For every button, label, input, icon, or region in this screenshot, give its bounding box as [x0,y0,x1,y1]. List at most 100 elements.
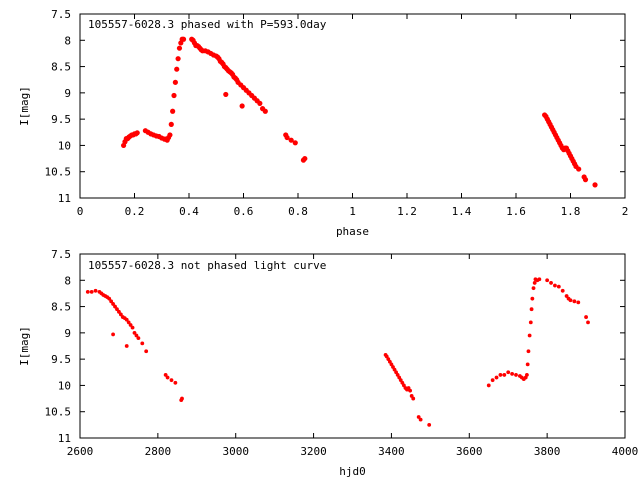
x-tick-label: 0.6 [234,205,254,218]
data-point [163,373,168,377]
x-axis-label: hjd0 [339,465,366,478]
data-point [89,289,94,294]
data-series [85,277,590,427]
x-tick-label: 3800 [534,445,561,458]
data-point [144,349,149,354]
data-point [107,296,112,301]
y-tick-label: 9.5 [51,353,71,366]
data-point [549,281,553,285]
data-point [527,333,532,338]
data-point [582,177,589,183]
data-point [111,302,115,306]
data-point [115,307,119,312]
data-point [117,309,121,314]
data-point [140,341,145,346]
data-point [560,288,565,293]
plot-frame [79,13,626,199]
x-tick-label: 1.4 [452,205,472,218]
y-tick-label: 7.5 [51,8,71,21]
data-point [257,100,263,106]
y-tick-label: 7.5 [51,248,71,261]
data-point [529,307,534,312]
data-series [121,36,598,188]
data-point [490,378,495,383]
x-tick-label: 1.6 [506,205,526,218]
x-tick-label: 0.8 [288,205,308,218]
plot-title: 105557-6028.3 not phased light curve [88,259,326,272]
data-point [175,56,181,62]
data-point [284,134,290,141]
data-point [167,132,173,138]
x-axis-label: phase [336,225,369,238]
data-point [530,296,535,301]
y-tick-label: 11 [58,432,71,445]
phased-light-curve-panel: 0 0.2 0.4 0.6 0.8 1 1.2 1.4 1.6 1.8 2 7.5 8 8.5 9 9.5 10… [18,8,628,238]
data-point [545,278,550,283]
data-point [165,375,170,380]
data-point [514,373,518,377]
y-tick-label: 9 [64,87,71,100]
data-point [124,344,129,348]
data-point [171,92,177,99]
x-tick-label: 3600 [456,445,483,458]
data-point [130,325,135,330]
data-point [169,378,174,383]
data-point [132,330,137,335]
data-point [568,298,573,303]
data-point [174,66,180,72]
y-axis-label: I[mag] [18,86,31,126]
plot-title: 105557-6028.3 phased with P=593.0day [88,18,327,31]
data-point [126,320,131,325]
x-tick-label: 0 [77,205,84,218]
data-point [576,300,581,305]
data-point [510,371,515,376]
unphased-light-curve-panel: 2600 2800 3000 3200 3400 3600 3800 4000 7.5 8 8.5 9… [18,248,638,478]
y-tick-label: 11 [58,192,71,205]
data-point [532,281,537,285]
data-point [85,289,90,294]
data-point [113,304,117,309]
data-point [168,121,174,127]
data-point [288,137,294,143]
data-point [498,373,503,377]
data-point [592,182,598,188]
x-tick-label: 0.4 [179,205,199,218]
data-point [180,396,184,401]
data-point [134,130,140,136]
data-point [526,349,531,354]
data-point [93,288,98,293]
data-point [136,336,141,341]
data-point [556,284,561,289]
data-point [486,383,491,388]
data-point [223,91,229,98]
data-point [408,388,413,393]
x-tick-label: 2 [622,205,629,218]
data-point [525,362,530,367]
data-point [172,79,178,85]
y-tick-label: 10.5 [45,166,72,179]
data-point [502,373,507,377]
x-tick-label: 1.8 [561,205,581,218]
data-point [427,422,432,427]
data-point [111,332,115,337]
x-tick-label: 1.2 [397,205,417,218]
data-point [118,312,123,317]
plot-frame [79,253,626,439]
data-point [418,417,423,422]
data-point [176,45,183,51]
data-point [302,155,308,162]
y-tick-label: 9.5 [51,113,71,126]
data-point [262,108,268,114]
x-tick-label: 4000 [612,445,639,458]
data-point [584,315,588,319]
x-tick-label: 1 [349,205,356,218]
data-point [134,333,139,338]
data-point [525,373,529,377]
data-point [411,396,416,401]
y-tick-label: 9 [64,327,71,340]
x-tick-label: 0.2 [125,205,145,218]
y-tick-label: 8.5 [51,61,71,74]
data-point [292,140,298,146]
